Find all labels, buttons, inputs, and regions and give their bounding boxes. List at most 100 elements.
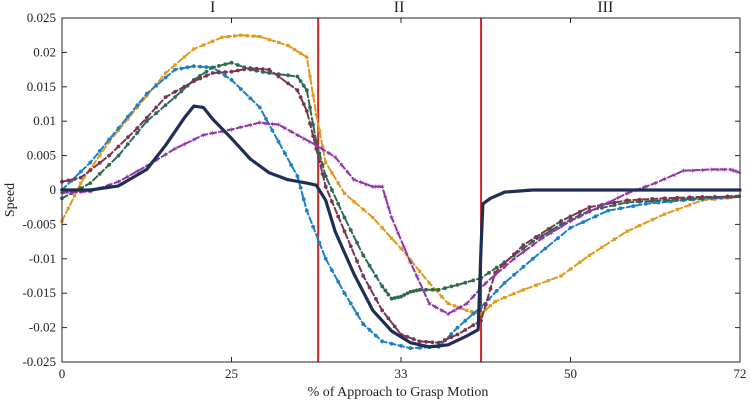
series-marker xyxy=(330,188,334,192)
series-marker xyxy=(88,160,93,165)
series-marker xyxy=(267,38,271,42)
series-marker xyxy=(600,206,604,210)
series-marker: ✶ xyxy=(288,128,295,137)
series-marker xyxy=(487,270,491,275)
series-line-3 xyxy=(61,61,741,300)
series-marker xyxy=(163,95,168,99)
series-marker xyxy=(488,304,493,308)
series-marker xyxy=(471,311,476,316)
series-marker xyxy=(474,311,478,315)
series-marker: ✶ xyxy=(77,188,84,197)
y-tick-label: 0.025 xyxy=(27,10,56,25)
series-marker xyxy=(342,191,347,195)
series-marker: ✶ xyxy=(357,178,364,187)
series-marker xyxy=(449,332,454,336)
series-marker: ✶ xyxy=(426,300,433,309)
series-marker: ✶ xyxy=(730,167,737,176)
series-marker xyxy=(163,75,168,80)
series-marker: ✶ xyxy=(247,121,254,130)
series-marker xyxy=(687,195,692,200)
series-marker xyxy=(443,338,447,342)
series-marker xyxy=(182,55,186,59)
series-marker xyxy=(248,96,253,101)
series-marker xyxy=(235,68,240,73)
series-marker xyxy=(88,181,93,186)
series-marker xyxy=(192,47,196,51)
series-marker xyxy=(361,322,366,327)
series-marker xyxy=(380,284,385,289)
series-marker xyxy=(135,130,140,135)
series-marker xyxy=(223,62,228,67)
series-marker xyxy=(483,302,488,307)
series-marker xyxy=(330,199,334,204)
series-marker xyxy=(126,142,130,147)
series-marker xyxy=(390,236,394,240)
series-marker xyxy=(713,195,717,199)
series-marker: ✶ xyxy=(338,161,345,170)
x-tick-label: 33 xyxy=(395,366,408,381)
series-marker xyxy=(342,229,347,234)
series-marker xyxy=(261,70,265,74)
series-marker xyxy=(414,288,419,293)
series-marker xyxy=(578,209,582,214)
series-marker xyxy=(317,159,322,164)
series-marker xyxy=(650,197,654,201)
series-marker xyxy=(449,284,454,289)
series-marker xyxy=(618,206,623,211)
series-marker xyxy=(424,339,428,344)
series-marker xyxy=(173,63,177,67)
series-marker xyxy=(578,260,582,264)
series-marker xyxy=(637,197,642,202)
series-marker xyxy=(479,312,483,316)
series-marker: ✶ xyxy=(413,272,420,281)
series-marker: ✶ xyxy=(420,286,427,295)
series-marker xyxy=(198,64,203,69)
series-marker xyxy=(311,224,315,229)
series-marker xyxy=(625,229,629,233)
series-marker xyxy=(191,79,196,84)
series-marker xyxy=(568,214,573,219)
series-marker: ✶ xyxy=(595,203,602,212)
series-marker xyxy=(342,291,347,296)
series-marker xyxy=(546,227,551,231)
series-marker xyxy=(546,279,551,283)
phase-label-3: III xyxy=(597,0,613,16)
series-marker xyxy=(229,69,234,74)
series-marker xyxy=(116,128,121,132)
series-marker: ✶ xyxy=(200,131,207,140)
series-marker xyxy=(261,67,265,71)
series-marker xyxy=(512,252,516,257)
series-marker: ✶ xyxy=(263,119,270,128)
y-tick-label: -0.015 xyxy=(22,285,56,300)
series-marker xyxy=(198,73,203,78)
series-marker: ✶ xyxy=(652,179,659,188)
series-marker: ✶ xyxy=(256,119,263,128)
series-marker: ✶ xyxy=(501,263,508,272)
series-marker xyxy=(314,146,319,151)
series-marker xyxy=(308,121,312,126)
series-marker xyxy=(320,172,325,176)
series-marker xyxy=(270,128,275,133)
series-marker: ✶ xyxy=(586,208,593,217)
series-marker xyxy=(374,274,378,278)
series-line-2 xyxy=(61,65,741,350)
series-marker xyxy=(116,153,121,158)
series-marker xyxy=(201,43,205,47)
series-marker: ✶ xyxy=(307,138,314,147)
series-marker xyxy=(185,65,190,70)
x-tick-label: 50 xyxy=(564,366,577,381)
series-marker: ✶ xyxy=(605,199,612,208)
series-marker xyxy=(465,308,469,312)
series-marker: ✶ xyxy=(385,203,392,212)
series-marker: ✶ xyxy=(379,183,386,192)
series-marker xyxy=(254,66,259,71)
series-marker xyxy=(286,81,290,86)
series-marker: ✶ xyxy=(464,300,471,309)
series-marker xyxy=(399,246,403,251)
series-marker: ✶ xyxy=(661,175,668,184)
series-marker xyxy=(145,94,149,98)
y-tick-label: 0.005 xyxy=(27,148,56,163)
series-marker xyxy=(389,341,394,346)
series-marker xyxy=(417,345,422,350)
